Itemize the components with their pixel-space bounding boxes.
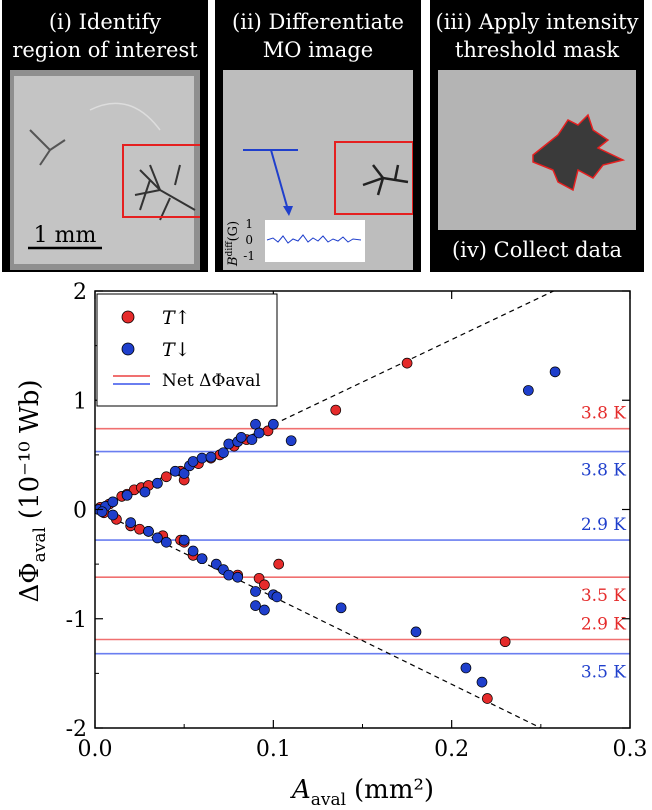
panel-title: (iii) Apply intensity threshold mask	[430, 0, 644, 70]
panel-title: (i) Identify region of interest	[2, 0, 208, 70]
data-point	[196, 452, 208, 464]
x-tick-label: 0.3	[613, 737, 648, 762]
legend-marker-blue	[121, 342, 135, 356]
panel-differentiate: (ii) Differentiate MO image 1 0 -1 Bdiff…	[215, 0, 421, 272]
data-point	[476, 676, 488, 688]
data-point	[522, 385, 534, 396]
panel-title-line: MO image	[262, 38, 374, 62]
legend-entry-t-down: T↓	[162, 339, 191, 361]
mo-image-mask	[438, 70, 636, 230]
data-point	[253, 427, 265, 439]
inset-tick: -1	[243, 249, 255, 263]
y-tick-label: -2	[66, 717, 87, 742]
panel-identify: (i) Identify region of interest 1 mm	[2, 0, 208, 272]
data-point	[246, 434, 258, 445]
data-point	[96, 506, 108, 518]
legend-marker-red	[121, 310, 135, 324]
x-axis-label: Aaval (mm²)	[290, 775, 434, 810]
data-point	[401, 357, 413, 369]
y-tick-label: -1	[66, 608, 87, 633]
net-flux-label: 3.5 K	[581, 663, 626, 683]
legend: T↑ T↓ Net ΔΦaval	[96, 293, 278, 407]
mo-image-roi: 1 mm	[10, 70, 200, 270]
data-point	[235, 432, 247, 443]
panel-title-line: region of interest	[12, 38, 198, 62]
data-point	[273, 558, 285, 570]
data-point	[134, 523, 145, 535]
data-point	[107, 509, 119, 521]
data-point	[285, 435, 297, 447]
data-point	[250, 586, 261, 597]
net-flux-label: 3.8 K	[581, 461, 626, 481]
net-flux-label: 3.8 K	[581, 404, 626, 424]
legend-entry-net: Net ΔΦaval	[162, 371, 261, 391]
data-point	[187, 456, 199, 467]
net-flux-label: 2.9 K	[581, 515, 626, 535]
panel-title-line: (iii) Apply intensity	[435, 10, 639, 34]
inset-ylabel: Bdiff(G)	[225, 221, 241, 267]
data-point	[460, 662, 472, 674]
data-point	[160, 536, 172, 548]
x-tick-label: 0.1	[256, 737, 291, 762]
x-tick-label: 0.0	[78, 737, 113, 762]
data-point	[218, 447, 229, 459]
data-point	[125, 517, 137, 528]
flux-area-chart: 3.8 K 3.8 K 2.9 K 3.5 K 2.9 K 3.5 K 2 1 0 -1 -2 0…	[15, 280, 648, 810]
data-point	[223, 569, 235, 581]
data-point	[143, 526, 154, 537]
data-point	[107, 496, 119, 508]
data-point	[330, 404, 342, 416]
net-flux-label: 2.9 K	[581, 615, 626, 635]
inset-tick: 0	[245, 233, 253, 247]
data-point	[169, 465, 181, 477]
data-point	[549, 366, 561, 378]
data-point	[178, 468, 190, 479]
data-point	[205, 451, 217, 463]
data-point	[335, 602, 347, 614]
data-point	[152, 532, 163, 544]
data-point	[259, 579, 270, 591]
y-tick-label: 2	[73, 280, 87, 305]
data-point	[152, 477, 163, 489]
data-point	[267, 418, 279, 430]
data-point	[259, 604, 270, 616]
data-point	[271, 591, 283, 603]
scale-bar-label: 1 mm	[34, 223, 97, 248]
panel-title: (ii) Differentiate MO image	[215, 0, 421, 70]
data-point	[481, 693, 493, 704]
data-point	[410, 626, 422, 638]
inset-tick: 1	[245, 217, 253, 231]
x-tick-label: 0.2	[434, 737, 469, 762]
panel-title-line: (i) Identify	[48, 10, 162, 34]
mo-image-diff: 1 0 -1 Bdiff(G)	[223, 70, 413, 270]
fit-line	[95, 291, 555, 511]
data-point	[499, 636, 511, 648]
panel-threshold: (iii) Apply intensity threshold mask (iv…	[430, 0, 644, 272]
data-point	[160, 471, 172, 483]
y-tick-label: 0	[73, 499, 87, 524]
data-point	[232, 571, 244, 583]
data-point	[223, 438, 235, 450]
panel-title-line: threshold mask	[454, 38, 620, 62]
y-axis-label: ΔΦaval(10⁻¹⁰ Wb)	[15, 380, 50, 603]
data-point	[121, 489, 133, 501]
data-point	[196, 553, 208, 565]
data-point	[250, 600, 261, 611]
panel-title-line: (ii) Differentiate	[232, 10, 404, 34]
y-tick-label: 1	[73, 389, 87, 414]
data-point	[178, 534, 190, 546]
data-point	[187, 545, 199, 557]
legend-entry-t-up: T↑	[162, 307, 191, 329]
data-point	[139, 486, 151, 498]
net-flux-label: 3.5 K	[581, 586, 626, 606]
data-point	[210, 558, 222, 570]
panel-footer: (iv) Collect data	[451, 238, 622, 262]
